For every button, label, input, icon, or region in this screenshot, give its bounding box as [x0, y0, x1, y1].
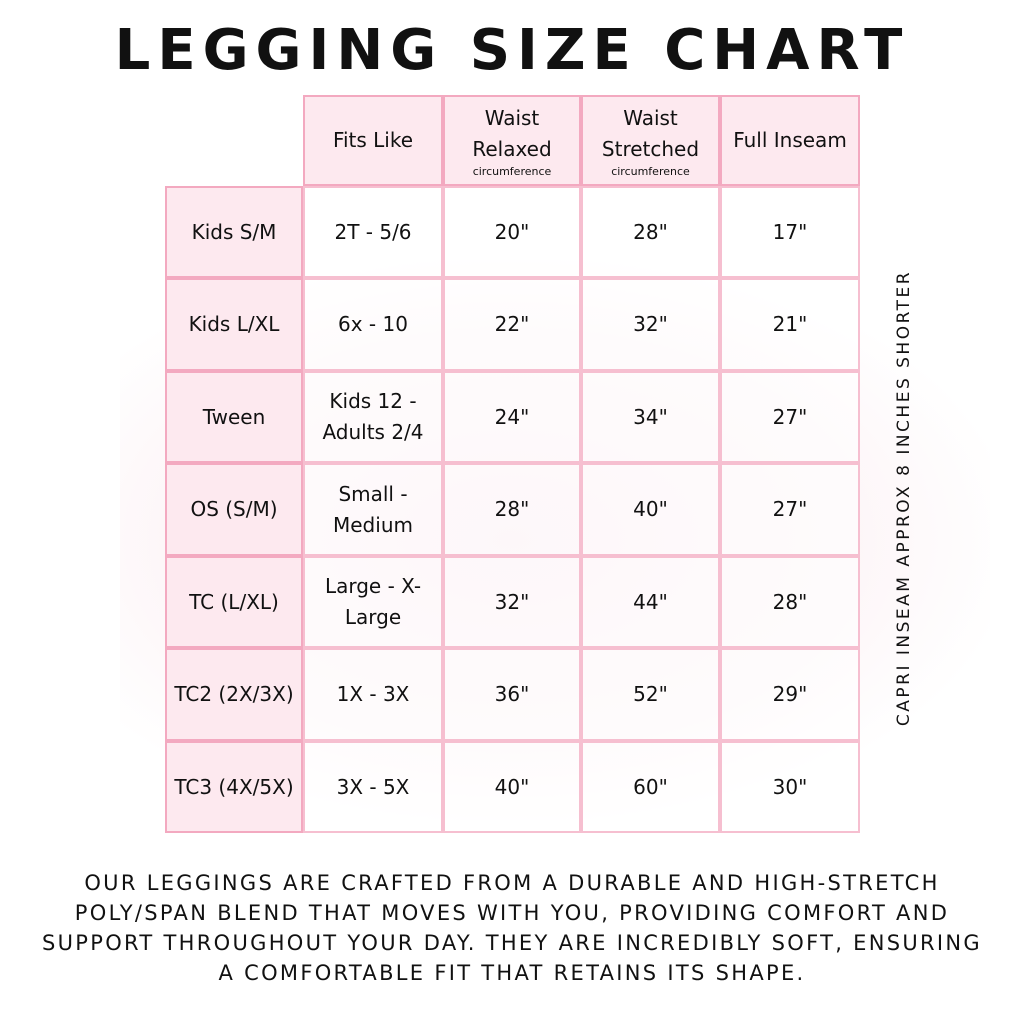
table-cell-stretched: 34" [581, 371, 720, 463]
cell-text: 32" [633, 312, 668, 336]
column-header: Waist Stretched circumference [581, 95, 720, 186]
table-cell-size: Kids S/M [165, 186, 303, 278]
capri-note: CAPRI INSEAM APPROX 8 INCHES SHORTER [894, 269, 914, 727]
cell-text: 21" [772, 312, 808, 336]
table-cell-inseam: 28" [720, 556, 860, 648]
table-cell-inseam: 27" [720, 463, 860, 556]
column-header-label: Waist Stretched [601, 106, 700, 161]
table-cell-relaxed: 22" [443, 278, 581, 371]
cell-text: 32" [494, 589, 530, 614]
cell-text: Small - Medium [333, 481, 413, 537]
cell-text: 27" [772, 497, 808, 521]
cell-text: Kids S/M [191, 219, 277, 244]
cell-text: 2T - 5/6 [334, 219, 412, 244]
table-cell-stretched: 40" [581, 463, 720, 556]
cell-text: 30" [772, 774, 808, 799]
column-header-sublabel: circumference [611, 165, 690, 178]
cell-text: 44" [633, 589, 668, 614]
cell-text: 34" [633, 404, 668, 429]
table-cell-stretched: 52" [581, 648, 720, 741]
table-cell-relaxed: 32" [443, 556, 581, 648]
cell-text: 29" [772, 682, 808, 706]
cell-text: 28" [772, 589, 808, 614]
table-cell-inseam: 17" [720, 186, 860, 278]
table-cell-size: TC3 (4X/5X) [165, 741, 303, 833]
table-cell-relaxed: 28" [443, 463, 581, 556]
table-cell-fits: Small - Medium [303, 463, 443, 556]
cell-text: 40" [633, 497, 668, 521]
cell-text: 40" [494, 774, 530, 799]
table-cell-size: Tween [165, 371, 303, 463]
column-header: Full Inseam [720, 95, 860, 186]
table-cell-size: OS (S/M) [165, 463, 303, 556]
table-cell-stretched: 60" [581, 741, 720, 833]
cell-text: TC3 (4X/5X) [174, 774, 294, 799]
table-cell-stretched: 44" [581, 556, 720, 648]
cell-text: 60" [633, 774, 668, 799]
cell-text: Kids L/XL [188, 312, 280, 336]
table-cell-fits: 2T - 5/6 [303, 186, 443, 278]
page-title: LEGGING SIZE CHART [114, 18, 910, 83]
table-cell-stretched: 32" [581, 278, 720, 371]
column-header-sublabel: circumference [472, 165, 552, 178]
cell-text: 22" [494, 312, 530, 336]
cell-text: TC (L/XL) [189, 589, 279, 614]
table-cell-fits: 1X - 3X [303, 648, 443, 741]
table-cell-inseam: 29" [720, 648, 860, 741]
table-cell-fits: Large - X-Large [303, 556, 443, 648]
cell-text: TC2 (2X/3X) [174, 682, 294, 706]
table-cell-inseam: 21" [720, 278, 860, 371]
cell-text: 17" [772, 219, 808, 244]
table-cell-fits: 6x - 10 [303, 278, 443, 371]
cell-text: 28" [633, 219, 668, 244]
table-cell-inseam: 30" [720, 741, 860, 833]
table-cell-relaxed: 20" [443, 186, 581, 278]
footer-text: OUR LEGGINGS ARE CRAFTED FROM A DURABLE … [42, 871, 982, 985]
column-header: Waist Relaxed circumference [443, 95, 581, 186]
cell-text: 6x - 10 [338, 312, 408, 336]
cell-text: Large - X-Large [324, 574, 422, 629]
table-cell-relaxed: 36" [443, 648, 581, 741]
cell-text: 36" [494, 682, 530, 706]
table-cell-inseam: 27" [720, 371, 860, 463]
table-cell-size: Kids L/XL [165, 278, 303, 371]
table-cell-stretched: 28" [581, 186, 720, 278]
table-cell-size: TC2 (2X/3X) [165, 648, 303, 741]
table-cell-relaxed: 24" [443, 371, 581, 463]
cell-text: 3X - 5X [336, 774, 410, 799]
column-header-label: Full Inseam [733, 128, 847, 152]
table-cell-fits: Kids 12 - Adults 2/4 [303, 371, 443, 463]
column-header-label: Fits Like [332, 128, 414, 152]
cell-text: Tween [202, 404, 266, 429]
footer-description: OUR LEGGINGS ARE CRAFTED FROM A DURABLE … [0, 868, 1024, 988]
cell-text: 1X - 3X [336, 682, 410, 706]
column-header-label: Waist Relaxed [472, 106, 552, 161]
cell-text: Kids 12 - Adults 2/4 [322, 389, 424, 444]
table-cell-size: TC (L/XL) [165, 556, 303, 648]
cell-text: 20" [494, 219, 530, 244]
cell-text: OS (S/M) [190, 497, 278, 521]
cell-text: 27" [772, 404, 808, 429]
cell-text: 52" [633, 682, 668, 706]
table-cell-fits: 3X - 5X [303, 741, 443, 833]
table-cell-relaxed: 40" [443, 741, 581, 833]
cell-text: 28" [494, 497, 530, 521]
column-header: Fits Like [303, 95, 443, 186]
cell-text: 24" [494, 404, 530, 429]
